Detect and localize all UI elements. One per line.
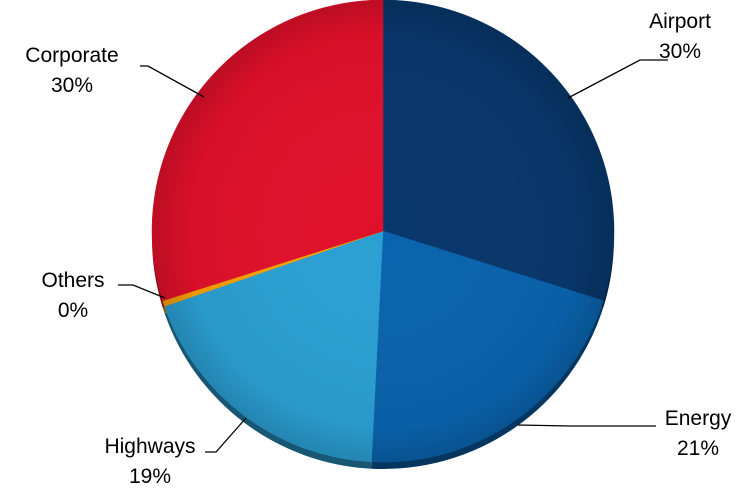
leader-line-highways	[205, 417, 247, 453]
slice-value-corporate: 30%	[51, 74, 93, 97]
pie-slices	[151, 0, 615, 463]
leader-lines	[118, 59, 668, 453]
leader-line-airport	[567, 59, 668, 99]
slice-value-highways: 19%	[129, 465, 171, 488]
slice-value-energy: 21%	[677, 437, 719, 460]
slice-label-airport: Airport	[649, 10, 711, 33]
leader-line-others	[118, 284, 166, 299]
slice-value-others: 0%	[58, 299, 88, 322]
slice-label-energy: Energy	[665, 407, 732, 430]
leader-line-energy	[517, 424, 656, 427]
slice-label-corporate: Corporate	[25, 44, 118, 67]
slice-label-highways: Highways	[104, 435, 195, 458]
leader-line-corporate	[140, 65, 205, 98]
slice-label-others: Others	[41, 269, 104, 292]
slice-value-airport: 30%	[659, 40, 701, 63]
slice-labels: Airport 30% Energy 21% Highways 19% Others 0% Co…	[25, 10, 731, 488]
